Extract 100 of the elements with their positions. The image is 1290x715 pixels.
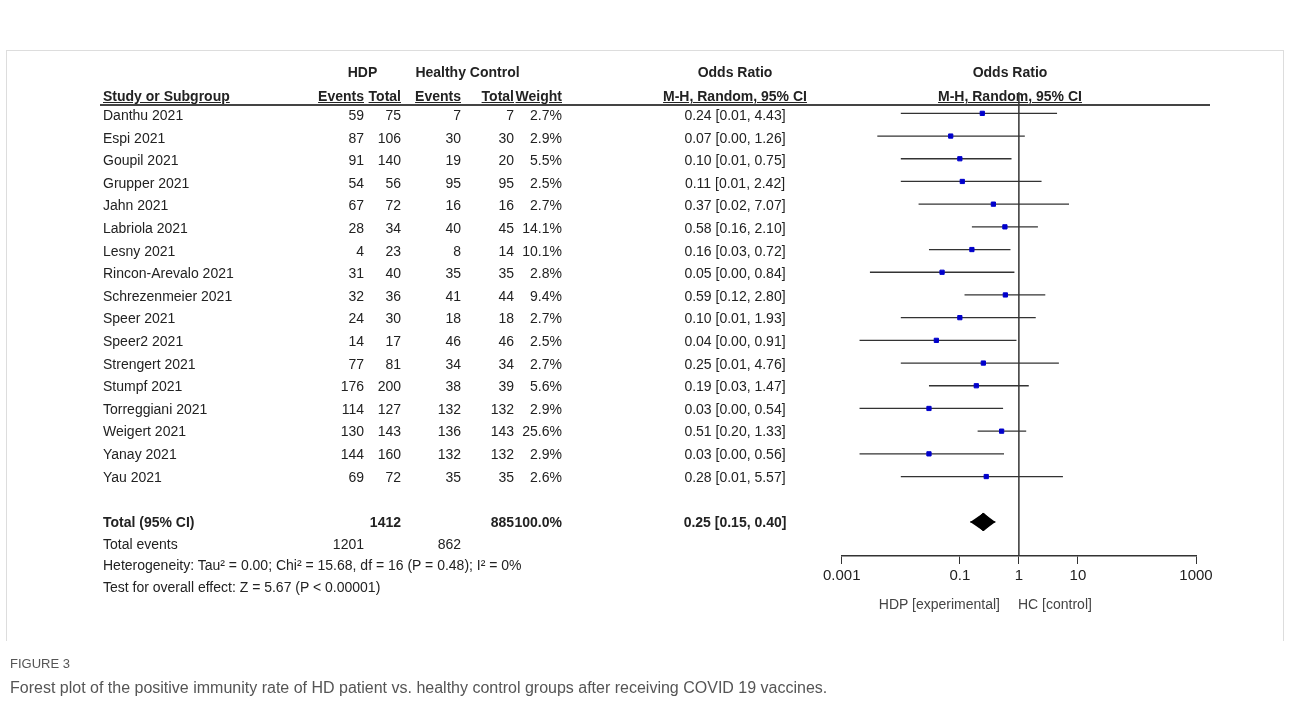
- data-label: 17: [385, 332, 401, 351]
- category-label: Stumpf 2021: [103, 377, 183, 397]
- chart-title: Odds Ratio: [971, 63, 1049, 82]
- text: Study or Subgroup: [103, 87, 230, 106]
- data-label: 34: [445, 354, 461, 374]
- data-label: 0.07 [0.00, 1.26]: [684, 129, 786, 146]
- data-label: 39: [498, 377, 514, 397]
- category-label: Torreggiani 2021: [103, 399, 208, 419]
- data-label: 0.24 [0.01, 4.43]: [684, 107, 786, 123]
- data-label: 31: [348, 264, 364, 284]
- category-label: Speer2 2021: [103, 332, 184, 351]
- data-label: 56: [385, 173, 401, 193]
- data-label: 30: [385, 309, 401, 329]
- data-label: 885: [490, 512, 514, 532]
- data-label: 34: [498, 354, 514, 374]
- data-label: 16: [498, 196, 514, 216]
- data-label: 46: [445, 332, 461, 351]
- data-label: 2.8%: [530, 264, 562, 284]
- data-label: 0.19 [0.03, 1.47]: [684, 378, 786, 395]
- category-label: Labriola 2021: [103, 219, 188, 238]
- data-label: 7: [453, 106, 461, 125]
- data-label: 132: [437, 445, 461, 464]
- x-tick-label: 1: [1014, 565, 1024, 583]
- data-label: 2.9%: [530, 399, 562, 419]
- data-label: 40: [445, 219, 461, 238]
- x-tick-label: 10: [1069, 565, 1087, 583]
- text: Events: [318, 87, 364, 106]
- data-label: 130: [340, 422, 364, 442]
- text: Events: [415, 87, 461, 106]
- data-label: 45: [498, 219, 514, 238]
- category-label: Strengert 2021: [103, 354, 196, 374]
- data-label: 0.04 [0.00, 0.91]: [684, 333, 786, 349]
- data-label: 25.6%: [522, 422, 562, 442]
- text: HC [control]: [1018, 594, 1092, 614]
- data-label: 0.58 [0.16, 2.10]: [684, 220, 786, 236]
- data-label: 1201: [332, 535, 364, 555]
- text: Forest plot of the positive immunity rate of HD patient vs. healthy control groups after receiving COVID 19 vaccines.: [10, 678, 828, 698]
- data-label: 144: [340, 445, 364, 464]
- data-label: 5.6%: [530, 377, 562, 397]
- data-label: 2.7%: [530, 309, 562, 329]
- data-label: 87: [348, 128, 364, 148]
- data-label: 0.37 [0.02, 7.07]: [684, 197, 786, 214]
- data-label: 9.4%: [530, 286, 562, 306]
- data-label: 140: [377, 151, 401, 171]
- data-label: 132: [437, 399, 461, 419]
- data-label: 160: [377, 445, 401, 464]
- caption: FIGURE 3: [10, 655, 70, 673]
- data-label: 100.0%: [514, 512, 562, 532]
- data-label: 176: [340, 377, 364, 397]
- data-label: 0.51 [0.20, 1.33]: [684, 423, 786, 440]
- data-label: 24: [348, 309, 364, 329]
- x-tick-label: 0.001: [822, 565, 861, 583]
- data-label: 72: [385, 467, 401, 487]
- data-label: 0.10 [0.01, 0.75]: [684, 152, 786, 169]
- data-label: 5.5%: [530, 151, 562, 171]
- data-label: 36: [385, 286, 401, 306]
- category-label: Goupil 2021: [103, 151, 179, 171]
- text: Heterogeneity: Tau² = 0.00; Chi² = 15.68, df = 16 (P = 0.48); I² = 0%: [103, 556, 522, 575]
- text: Odds Ratio: [696, 63, 774, 82]
- data-label: 81: [385, 354, 401, 374]
- data-label: 30: [445, 128, 461, 148]
- data-label: 77: [348, 354, 364, 374]
- data-label: 8: [453, 241, 461, 261]
- data-label: 44: [498, 286, 514, 306]
- category-label: Speer 2021: [103, 309, 176, 329]
- data-label: 0.11 [0.01, 2.42]: [684, 174, 786, 191]
- category-label: Espi 2021: [103, 128, 166, 148]
- data-label: 2.5%: [530, 332, 562, 351]
- data-label: 0.16 [0.03, 0.72]: [684, 242, 786, 259]
- x-tick-label: 1000: [1179, 565, 1213, 583]
- data-label: 14.1%: [522, 219, 562, 238]
- data-label: 0.59 [0.12, 2.80]: [684, 287, 786, 304]
- category-label: Danthu 2021: [103, 106, 184, 125]
- data-label: 30: [498, 128, 514, 148]
- data-label: 2.7%: [530, 196, 562, 216]
- data-label: 114: [341, 399, 364, 419]
- data-label: 0.28 [0.01, 5.57]: [684, 468, 786, 485]
- data-label: 143: [377, 422, 401, 442]
- data-label: 18: [445, 309, 461, 329]
- text: M-H, Random, 95% CI: [663, 88, 807, 104]
- text: Weight: [515, 87, 562, 106]
- data-label: 40: [385, 264, 401, 284]
- data-label: 75: [385, 106, 401, 125]
- data-label: 132: [490, 445, 514, 464]
- data-label: 32: [348, 286, 364, 306]
- data-label: 0.25 [0.15, 0.40]: [683, 513, 787, 530]
- data-label: 72: [385, 196, 401, 216]
- data-label: 35: [498, 467, 514, 487]
- text: Total: [368, 87, 401, 106]
- text: Total: [481, 87, 514, 106]
- data-label: 136: [437, 422, 461, 442]
- category-label: Total (95% CI): [103, 512, 195, 532]
- data-label: 200: [377, 377, 401, 397]
- data-label: 0.10 [0.01, 1.93]: [684, 310, 786, 327]
- x-tick-label: 0.1: [949, 565, 971, 583]
- data-label: 2.9%: [530, 445, 562, 464]
- text: Healthy Control: [415, 64, 520, 80]
- category-label: Schrezenmeier 2021: [103, 286, 233, 306]
- data-label: 2.6%: [530, 467, 562, 487]
- text: HDP [experimental]: [878, 594, 1000, 614]
